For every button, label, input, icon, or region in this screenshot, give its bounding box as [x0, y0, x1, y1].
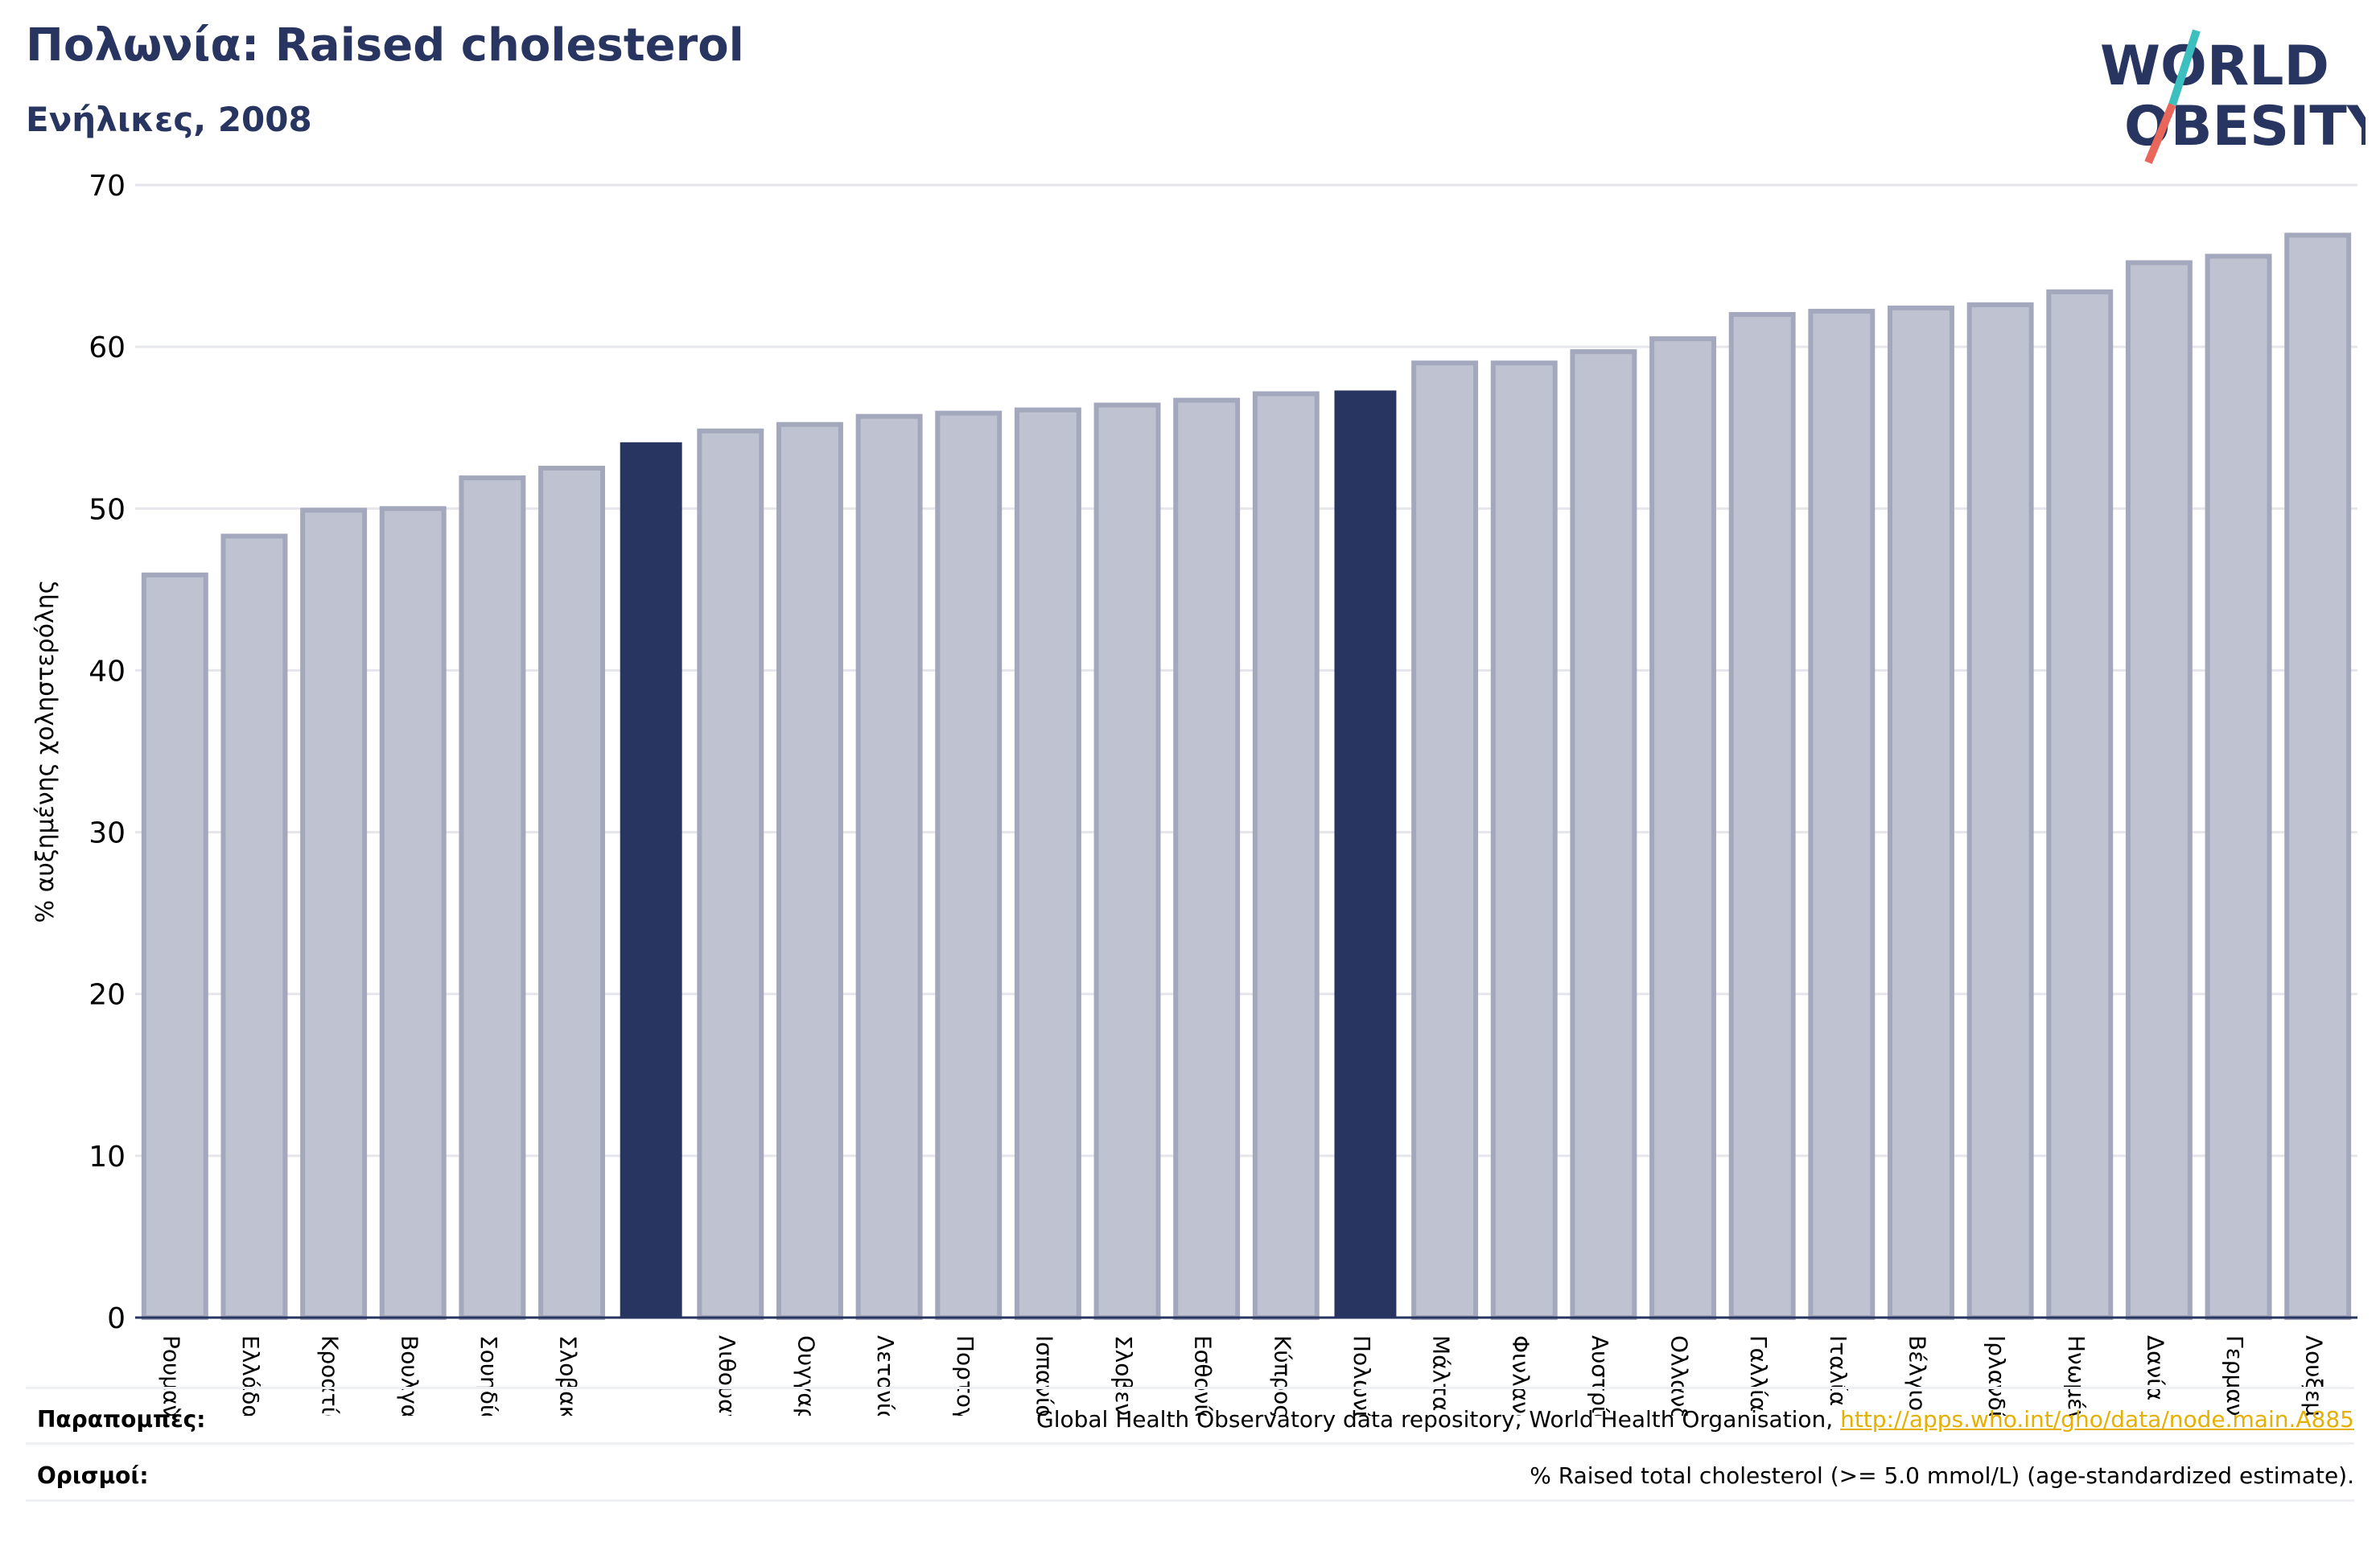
y-tick-label: 70 [89, 170, 126, 203]
y-tick-label: 30 [89, 817, 126, 850]
bar [1649, 336, 1717, 1321]
y-tick-label: 50 [89, 493, 126, 526]
x-tick-label: Ουγγαρία [793, 1335, 819, 1416]
footer-definitions-row: Ορισμοί: % Raised total cholesterol (>= … [37, 1462, 2354, 1503]
bar [1411, 360, 1479, 1320]
bar [538, 466, 606, 1320]
y-tick-label: 10 [89, 1141, 126, 1174]
sources-label: Παραπομπές: [37, 1406, 206, 1433]
x-axis-labels: Ρουμανία Ελλάδα Κροατία Βουλγαρία Σουηδία Σλο… [158, 1335, 2327, 1416]
bar [776, 421, 843, 1320]
x-tick-label: Λιθουανία [714, 1335, 740, 1416]
x-tick-label: Γερμανία [2221, 1335, 2248, 1416]
bar [1252, 391, 1320, 1321]
bar [855, 413, 923, 1320]
page-subtitle: Ενήλικες, 2008 [26, 100, 312, 139]
bar [459, 475, 526, 1320]
sources-text: Global Health Observatory data repositor… [1036, 1406, 1841, 1433]
bar [2046, 289, 2114, 1320]
bar [300, 508, 368, 1320]
y-tick-label: 60 [89, 331, 126, 364]
x-tick-label: Σλοβακία [555, 1335, 582, 1416]
x-tick-label: Σλοβενία [1110, 1335, 1137, 1416]
y-axis-ticks: 0 10 20 30 40 50 60 70 [89, 170, 126, 1335]
x-tick-label: Εσθονία [1190, 1335, 1217, 1416]
bar [2125, 260, 2193, 1320]
x-tick-label: Βέλγιο [1904, 1335, 1930, 1411]
bar [1490, 360, 1558, 1320]
x-tick-label: Φινλανδία [1507, 1335, 1534, 1416]
definitions-text: % Raised total cholesterol (>= 5.0 mmol/… [1530, 1462, 2354, 1489]
x-tick-label: Λουξεμβούργο [2301, 1335, 2328, 1416]
x-tick-label: Ιρλανδία [1983, 1335, 2010, 1416]
x-tick-label: Ρουμανία [158, 1335, 184, 1416]
bar [1808, 308, 1876, 1320]
x-tick-label: Ηνωμένο Βασίλειο [2063, 1335, 2090, 1416]
bar [2284, 232, 2352, 1321]
bar [1014, 407, 1081, 1320]
x-tick-label: Λετονία [872, 1335, 899, 1416]
bar [2205, 253, 2272, 1321]
footer-divider-middle [26, 1442, 2354, 1445]
bar [379, 506, 447, 1320]
footer-sources-row: Παραπομπές: Global Health Observatory da… [37, 1406, 2354, 1446]
bar [935, 410, 1003, 1320]
definitions-label: Ορισμοί: [37, 1462, 149, 1489]
bar [1093, 402, 1161, 1320]
logo-slash-red-icon [2144, 103, 2176, 164]
bar [1173, 397, 1241, 1320]
x-tick-label: Μάλτα [1428, 1335, 1455, 1412]
y-axis-label: % αυξημένης χοληστερόλης [31, 580, 60, 923]
x-tick-label: Δανία [2142, 1335, 2168, 1400]
x-tick-label: Ισπανία [1031, 1335, 1057, 1416]
bar [141, 572, 208, 1320]
bar [1570, 349, 1637, 1321]
x-tick-label: Σουηδία [476, 1335, 502, 1416]
bar-highlighted [620, 442, 682, 1318]
bar [697, 428, 764, 1320]
footer-divider-bottom [26, 1499, 2354, 1502]
x-tick-label: Κροατία [317, 1335, 344, 1416]
x-tick-label: Γαλλία [1745, 1335, 1772, 1412]
bar [1728, 311, 1796, 1320]
bar [1887, 305, 1954, 1321]
page-title: Πολωνία: Raised cholesterol [26, 19, 744, 72]
bar [220, 533, 288, 1320]
logo-line1: WORLD [2100, 35, 2329, 98]
y-tick-label: 20 [89, 979, 126, 1012]
x-tick-label: Πορτογαλία [952, 1335, 978, 1416]
sources-value: Global Health Observatory data repositor… [1036, 1406, 2354, 1433]
bar-chart: 0 10 20 30 40 50 60 70 Ρουμανία Ελλάδα Κροατία Βου… [31, 170, 2357, 1416]
bar-highlighted [1334, 390, 1397, 1318]
footer-divider-top [26, 1387, 2354, 1389]
x-tick-label: Αυστρία [1587, 1335, 1613, 1416]
x-tick-label: Βουλγαρία [396, 1335, 422, 1416]
x-tick-label: Πολωνία [1349, 1335, 1375, 1416]
sources-link[interactable]: http://apps.who.int/gho/data/node.main.A… [1840, 1406, 2354, 1433]
y-tick-label: 40 [89, 655, 126, 688]
x-tick-label: Ιταλία [1825, 1335, 1851, 1406]
bar [1966, 302, 2034, 1320]
world-obesity-logo: WORLD OBESITY [2100, 29, 2366, 164]
x-tick-label: Κύπρος [1269, 1335, 1295, 1416]
logo-slash-teal-icon [2168, 29, 2201, 106]
x-tick-label: Ολλανδία [1666, 1335, 1693, 1416]
x-tick-label: Ελλάδα [237, 1335, 264, 1416]
y-tick-label: 0 [107, 1302, 126, 1335]
